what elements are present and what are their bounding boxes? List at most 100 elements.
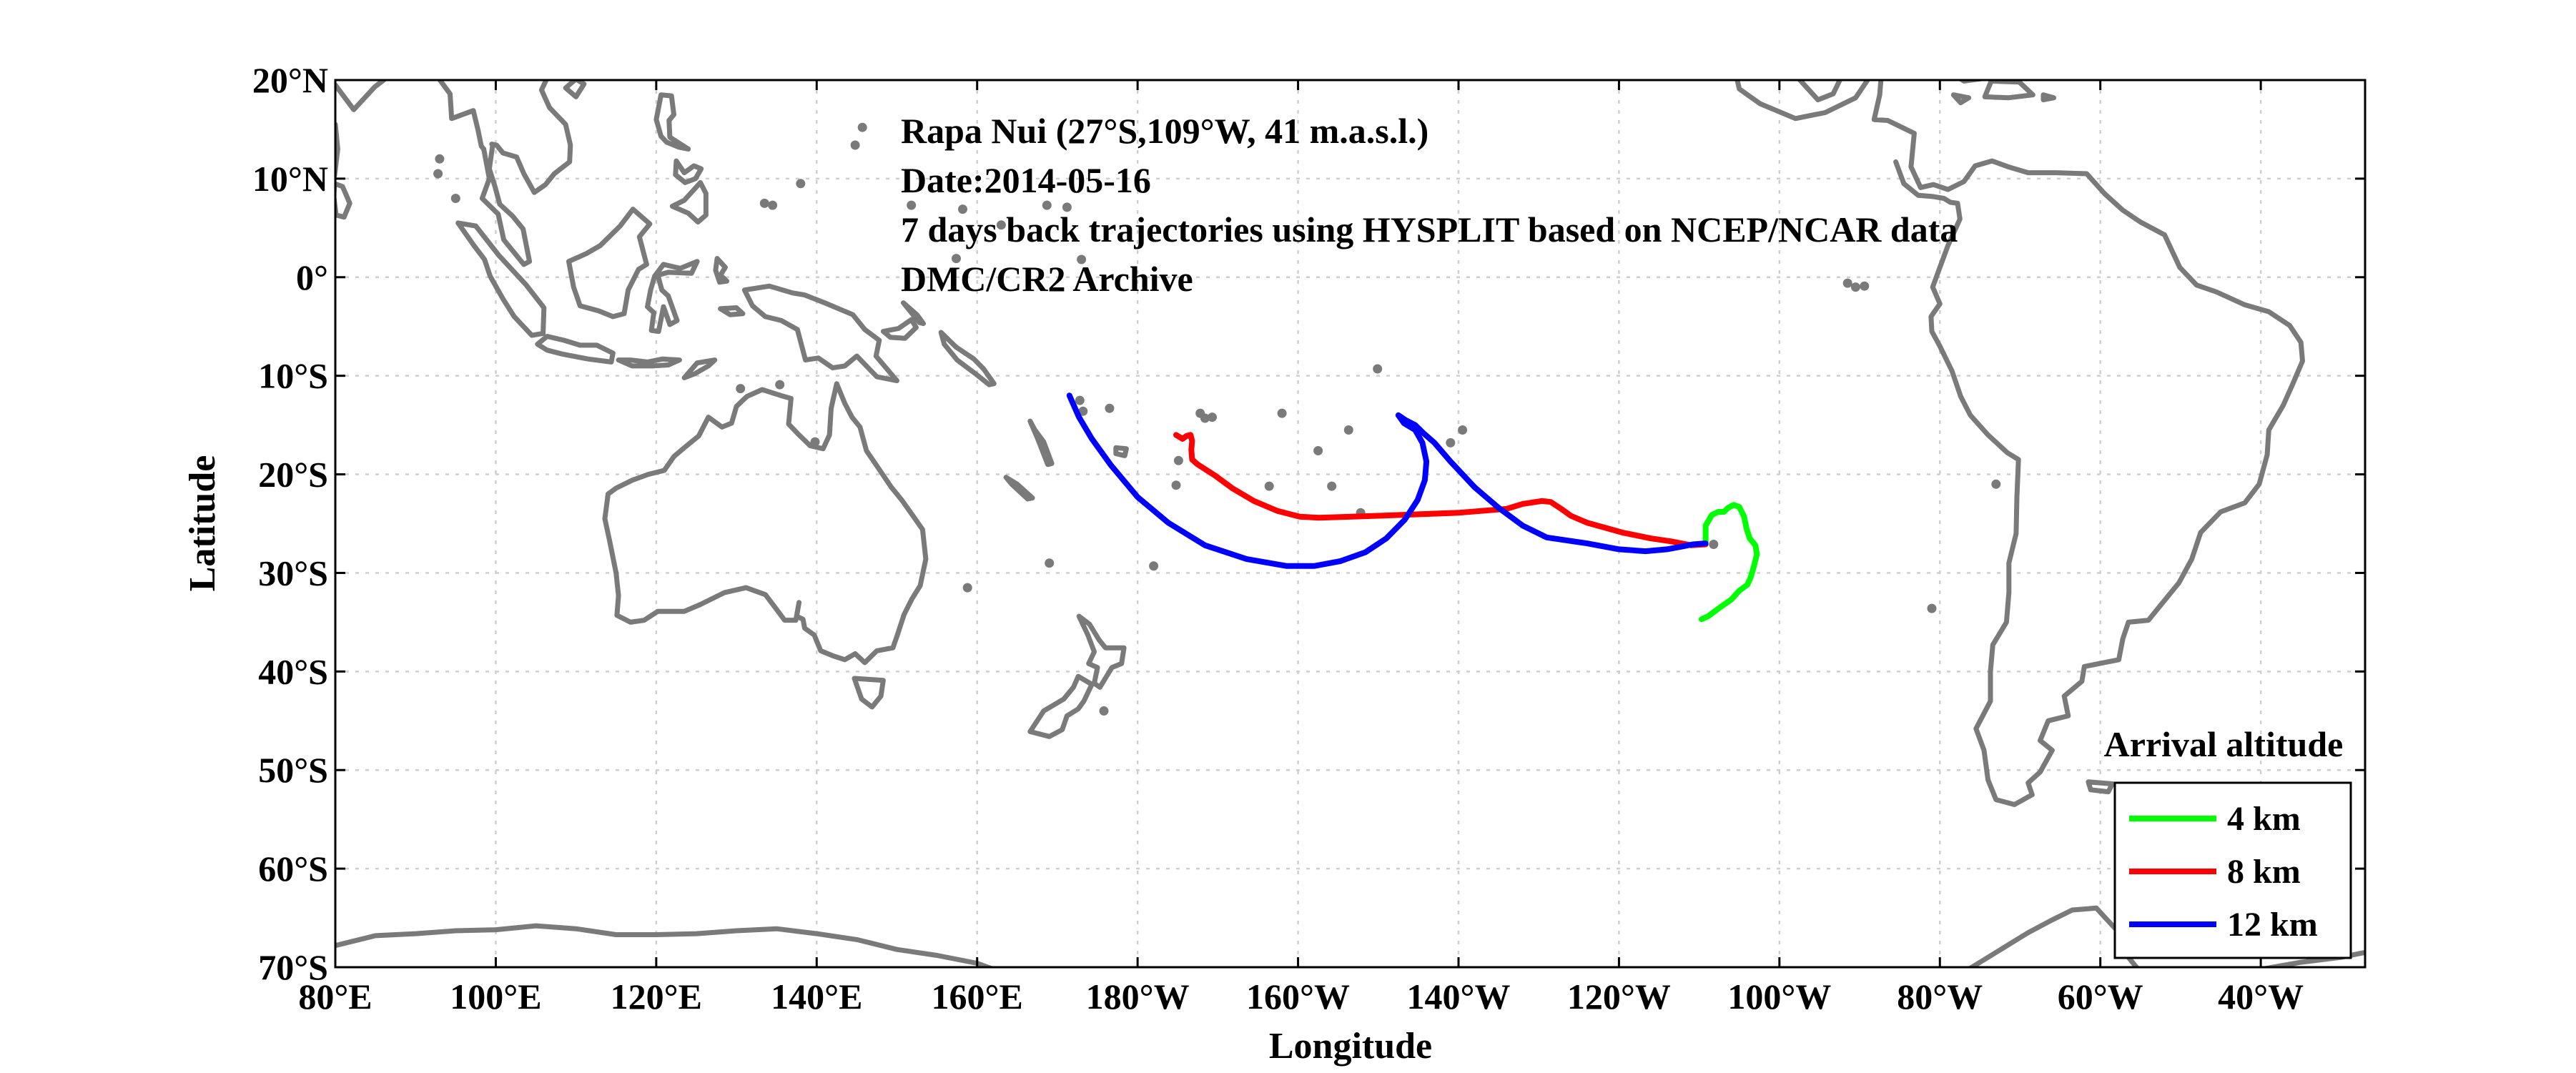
coastline-cuba <box>1958 80 1988 84</box>
coastline-baja <box>1655 3 1679 51</box>
coastline-vanuatu <box>1027 418 1055 468</box>
trajectory-4km <box>1699 502 1760 623</box>
coastline-fiji <box>1113 445 1129 458</box>
islet <box>810 437 820 447</box>
coastline-solomon <box>938 330 997 387</box>
coastline-luzon <box>653 92 691 152</box>
coastline-burma <box>436 80 487 152</box>
coastline-indochina <box>489 80 573 195</box>
x-tick-label: 160°W <box>1246 976 1350 1017</box>
x-tick-label: 120°E <box>611 976 702 1017</box>
coastline-india-tip <box>335 122 340 179</box>
islet <box>433 169 443 179</box>
islet <box>1171 480 1181 490</box>
coastline-timor <box>681 357 718 380</box>
islet <box>1105 403 1115 413</box>
coastline-antarctica <box>335 923 995 967</box>
islet <box>1446 437 1456 448</box>
islet <box>952 254 961 264</box>
islet <box>1373 364 1383 374</box>
coastline-new-guinea <box>741 283 899 384</box>
x-tick-label: 80°E <box>298 976 372 1017</box>
islet <box>1208 412 1217 422</box>
islet <box>796 179 806 189</box>
x-tick-label: 140°W <box>1406 976 1510 1017</box>
islet <box>907 200 917 210</box>
islet <box>962 583 972 593</box>
coastline-mexico-gulf <box>1796 80 2305 807</box>
islet <box>1991 479 2001 489</box>
y-tick-label: 10°S <box>258 356 328 396</box>
x-axis-label: Longitude <box>1269 1026 1432 1067</box>
y-axis-label: Latitude <box>182 455 223 592</box>
islet <box>1927 603 1937 613</box>
y-tick-label: 30°S <box>258 553 328 593</box>
x-tick-label: 160°E <box>932 976 1023 1017</box>
coastline-usa-gulf <box>1795 23 1803 75</box>
coastline-sumatra <box>455 220 547 338</box>
trajectories <box>1066 392 1760 623</box>
islet <box>1860 281 1870 291</box>
islet <box>1078 406 1088 416</box>
trajectory-12km <box>1066 392 1709 569</box>
gridlines <box>334 79 2365 969</box>
islet <box>768 200 778 210</box>
coastline-new-britain <box>880 317 919 341</box>
islet <box>1264 481 1274 491</box>
coastline-borneo <box>566 207 653 320</box>
x-tick-label: 60°W <box>2058 976 2143 1017</box>
islet <box>1458 425 1468 435</box>
y-tick-label: 60°S <box>258 849 328 889</box>
x-tick-label: 100°W <box>1727 976 1831 1017</box>
info-line-3: 7 days back trajectories using HYSPLIT b… <box>901 209 1958 249</box>
islet <box>850 140 860 150</box>
islet <box>759 198 769 208</box>
coastline-taiwan <box>657 35 671 61</box>
islet <box>1195 408 1205 418</box>
coastline-sulawesi <box>645 259 700 335</box>
coastline-nz-north <box>1076 613 1127 690</box>
islet <box>1200 413 1210 423</box>
legend-title: Arrival altitude <box>2104 724 2344 764</box>
islet <box>1042 200 1052 210</box>
islet <box>1062 202 1072 212</box>
coastline-seram <box>718 305 746 317</box>
y-tick-label: 0° <box>296 257 328 297</box>
coastline-puerto-rico <box>2040 92 2057 103</box>
coastline-nz-south <box>1027 673 1095 739</box>
info-line-1: Rapa Nui (27°S,109°W, 41 m.a.s.l.) <box>901 111 1428 151</box>
islet <box>1099 706 1109 716</box>
coastline-falklands <box>2086 779 2115 795</box>
islet <box>1709 540 1719 549</box>
y-tick-label: 70°S <box>258 947 328 987</box>
coastline-visayas <box>673 158 704 185</box>
legend-item-label: 12 km <box>2227 906 2318 944</box>
islet <box>857 122 867 132</box>
axis-ticks: 80°E 100°E 120°E 140°E 160°E 180°W 160°W 140°W 1… <box>252 60 2365 1017</box>
islet <box>736 384 746 394</box>
coastline-usa-west <box>1682 0 1739 71</box>
islet <box>1343 425 1353 435</box>
islet <box>1149 561 1159 571</box>
coastline-sri-lanka <box>335 181 352 220</box>
coastline-bay-west <box>335 80 388 112</box>
islet <box>1842 278 1852 288</box>
coastline-hainan <box>563 80 587 99</box>
info-line-4: DMC/CR2 Archive <box>901 259 1193 299</box>
x-tick-label: 80°W <box>1897 976 1983 1017</box>
coastlines <box>335 0 2365 967</box>
y-tick-label: 50°S <box>258 750 328 790</box>
coastline-mindanao <box>669 179 709 225</box>
islet <box>1045 558 1055 568</box>
islet <box>1850 282 1860 292</box>
islet <box>1173 455 1183 465</box>
coastline-china-coast <box>560 21 654 69</box>
coastline-malay-peninsula <box>479 143 533 267</box>
info-line-2: Date:2014-05-16 <box>901 160 1151 200</box>
y-tick-label: 40°S <box>258 651 328 691</box>
coastline-australia <box>602 381 929 666</box>
coastline-jamaica <box>1950 92 1972 106</box>
islet <box>775 380 785 390</box>
coastline-java <box>535 334 616 365</box>
islet <box>1313 446 1323 455</box>
